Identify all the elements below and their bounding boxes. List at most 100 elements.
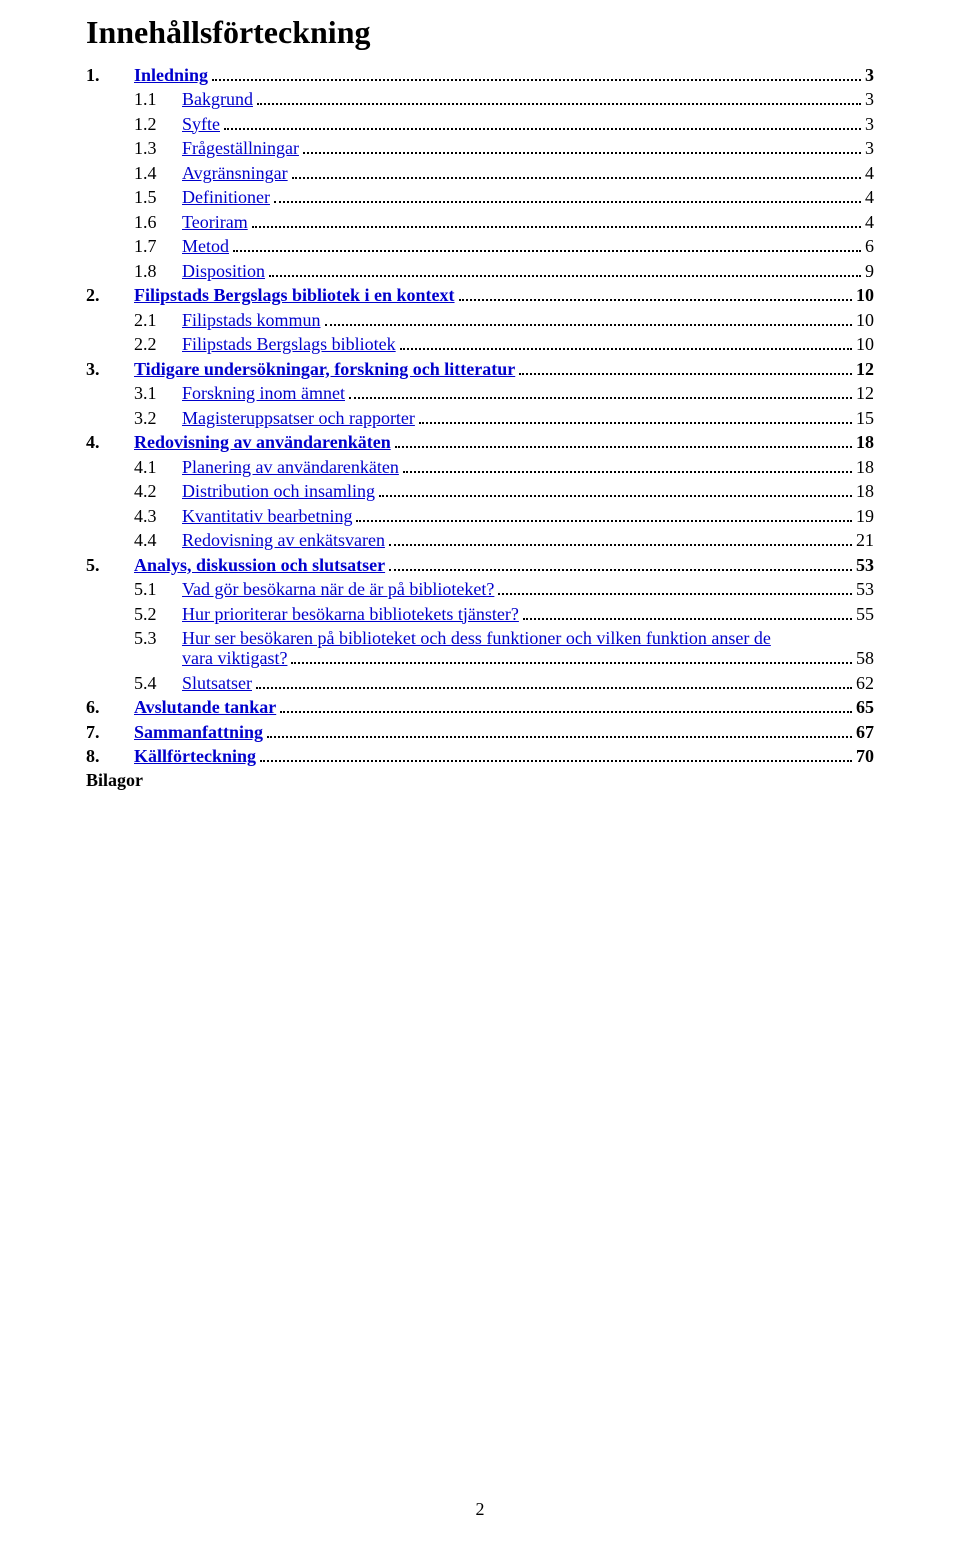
toc-entry[interactable]: 1.1 Bakgrund 3 bbox=[134, 90, 874, 109]
toc-entry[interactable]: 1.2 Syfte 3 bbox=[134, 114, 874, 133]
toc-entry[interactable]: 5.1 Vad gör besökarna när de är på bibli… bbox=[134, 580, 874, 599]
toc-number: 4.3 bbox=[134, 507, 182, 525]
toc-number: 2.1 bbox=[134, 311, 182, 329]
toc-entry[interactable]: 5.3 Hur ser besökaren på biblioteket och… bbox=[134, 629, 874, 674]
toc-entry[interactable]: 2. Filipstads Bergslags bibliotek i en k… bbox=[86, 286, 874, 305]
toc-page: 21 bbox=[856, 531, 874, 549]
toc-label: Metod bbox=[182, 237, 229, 255]
toc-page: 67 bbox=[856, 723, 874, 741]
toc-page: 19 bbox=[856, 507, 874, 525]
toc-entry[interactable]: 3.1 Forskning inom ämnet 12 bbox=[134, 384, 874, 403]
toc-label: Sammanfattning bbox=[134, 723, 263, 741]
toc-page: 53 bbox=[856, 580, 874, 598]
toc-label: Syfte bbox=[182, 115, 220, 133]
toc-number: 1.3 bbox=[134, 139, 182, 157]
toc-label: Frågeställningar bbox=[182, 139, 299, 157]
toc-page: 3 bbox=[865, 90, 874, 108]
toc-number: 5.1 bbox=[134, 580, 182, 598]
toc-entry[interactable]: 3. Tidigare undersökningar, forskning oc… bbox=[86, 359, 874, 378]
toc-label: Planering av användarenkäten bbox=[182, 458, 399, 476]
toc-entry[interactable]: 2.2 Filipstads Bergslags bibliotek 10 bbox=[134, 335, 874, 354]
toc-entry[interactable]: 3.2 Magisteruppsatser och rapporter 15 bbox=[134, 408, 874, 427]
toc-entry[interactable]: 1.8 Disposition 9 bbox=[134, 261, 874, 280]
toc-entry[interactable]: 1. Inledning 3 bbox=[86, 65, 874, 84]
toc-page: 9 bbox=[865, 262, 874, 280]
toc-label: Definitioner bbox=[182, 188, 270, 206]
toc-page: 53 bbox=[856, 556, 874, 574]
toc-leader bbox=[256, 673, 852, 689]
toc-label: Filipstads Bergslags bibliotek bbox=[182, 335, 396, 353]
toc-label: Bakgrund bbox=[182, 90, 253, 108]
toc-number: 1.8 bbox=[134, 262, 182, 280]
toc-label: Distribution och insamling bbox=[182, 482, 375, 500]
toc-entry[interactable]: 1.6 Teoriram 4 bbox=[134, 212, 874, 231]
toc-leader bbox=[303, 139, 861, 155]
toc-leader bbox=[349, 384, 852, 400]
toc-number: 1.5 bbox=[134, 188, 182, 206]
toc-label: Avslutande tankar bbox=[134, 698, 276, 716]
toc-entry[interactable]: 4.1 Planering av användarenkäten 18 bbox=[134, 457, 874, 476]
toc-entry[interactable]: 5.4 Slutsatser 62 bbox=[134, 673, 874, 692]
toc-entry[interactable]: 4.3 Kvantitativ bearbetning 19 bbox=[134, 506, 874, 525]
toc-page: 58 bbox=[856, 649, 874, 667]
toc-entry[interactable]: 1.3 Frågeställningar 3 bbox=[134, 139, 874, 158]
toc-label: Slutsatser bbox=[182, 674, 252, 692]
toc-entry[interactable]: 4. Redovisning av användarenkäten 18 bbox=[86, 433, 874, 452]
toc-page: 70 bbox=[856, 747, 874, 765]
toc-page: 18 bbox=[856, 482, 874, 500]
toc-entry[interactable]: 4.4 Redovisning av enkätsvaren 21 bbox=[134, 531, 874, 550]
toc-page: 12 bbox=[856, 360, 874, 378]
toc-number: 6. bbox=[86, 698, 134, 716]
toc-entry[interactable]: 6. Avslutande tankar 65 bbox=[86, 698, 874, 717]
toc-entry-appendix: Bilagor bbox=[86, 771, 874, 789]
toc-number: 5. bbox=[86, 556, 134, 574]
toc-leader bbox=[523, 604, 852, 620]
toc-entry[interactable]: 1.4 Avgränsningar 4 bbox=[134, 163, 874, 182]
toc-number: 4.2 bbox=[134, 482, 182, 500]
toc-entry[interactable]: 5.2 Hur prioriterar besökarna biblioteke… bbox=[134, 604, 874, 623]
toc-group: 4.1 Planering av användarenkäten 18 4.2 … bbox=[86, 457, 874, 549]
toc-label: Redovisning av användarenkäten bbox=[134, 433, 391, 451]
toc-leader bbox=[269, 261, 861, 277]
toc-leader bbox=[519, 359, 852, 375]
page-number: 2 bbox=[0, 1499, 960, 1520]
toc-label: Inledning bbox=[134, 66, 208, 84]
toc-page: 3 bbox=[865, 139, 874, 157]
document-page: Innehållsförteckning 1. Inledning 3 1.1 … bbox=[0, 0, 960, 1542]
toc-number: 4.4 bbox=[134, 531, 182, 549]
toc-label: Kvantitativ bearbetning bbox=[182, 507, 352, 525]
toc-label: Källförteckning bbox=[134, 747, 256, 765]
toc-leader bbox=[389, 531, 852, 547]
toc-group: 5.1 Vad gör besökarna när de är på bibli… bbox=[86, 580, 874, 692]
toc-page: 4 bbox=[865, 188, 874, 206]
toc-number: 3.1 bbox=[134, 384, 182, 402]
toc-label: Hur ser besökaren på biblioteket och des… bbox=[182, 629, 771, 647]
toc-number: 4. bbox=[86, 433, 134, 451]
toc-entry[interactable]: 8. Källförteckning 70 bbox=[86, 747, 874, 766]
toc-label: Forskning inom ämnet bbox=[182, 384, 345, 402]
toc-leader bbox=[257, 90, 861, 106]
toc-entry[interactable]: 7. Sammanfattning 67 bbox=[86, 722, 874, 741]
toc-leader bbox=[292, 163, 861, 179]
toc-leader bbox=[403, 457, 852, 473]
toc-entry[interactable]: 2.1 Filipstads kommun 10 bbox=[134, 310, 874, 329]
toc-number: 1.4 bbox=[134, 164, 182, 182]
toc-page: 6 bbox=[865, 237, 874, 255]
toc-label: Filipstads Bergslags bibliotek i en kont… bbox=[134, 286, 455, 304]
toc-number: 2. bbox=[86, 286, 134, 304]
toc-entry[interactable]: 1.5 Definitioner 4 bbox=[134, 188, 874, 207]
toc-entry[interactable]: 4.2 Distribution och insamling 18 bbox=[134, 482, 874, 501]
toc-leader bbox=[212, 65, 861, 81]
toc-number: 1.6 bbox=[134, 213, 182, 231]
toc-leader bbox=[280, 698, 852, 714]
toc-page: 3 bbox=[865, 66, 874, 84]
toc-number: 3. bbox=[86, 360, 134, 378]
toc-entry[interactable]: 5. Analys, diskussion och slutsatser 53 bbox=[86, 555, 874, 574]
toc-label: Filipstads kommun bbox=[182, 311, 321, 329]
toc-page: 65 bbox=[856, 698, 874, 716]
toc-label: Vad gör besökarna när de är på bibliotek… bbox=[182, 580, 494, 598]
toc-entry[interactable]: 1.7 Metod 6 bbox=[134, 237, 874, 256]
toc-leader bbox=[379, 482, 852, 498]
toc-number: 5.3 bbox=[134, 629, 182, 647]
toc-leader bbox=[498, 580, 852, 596]
